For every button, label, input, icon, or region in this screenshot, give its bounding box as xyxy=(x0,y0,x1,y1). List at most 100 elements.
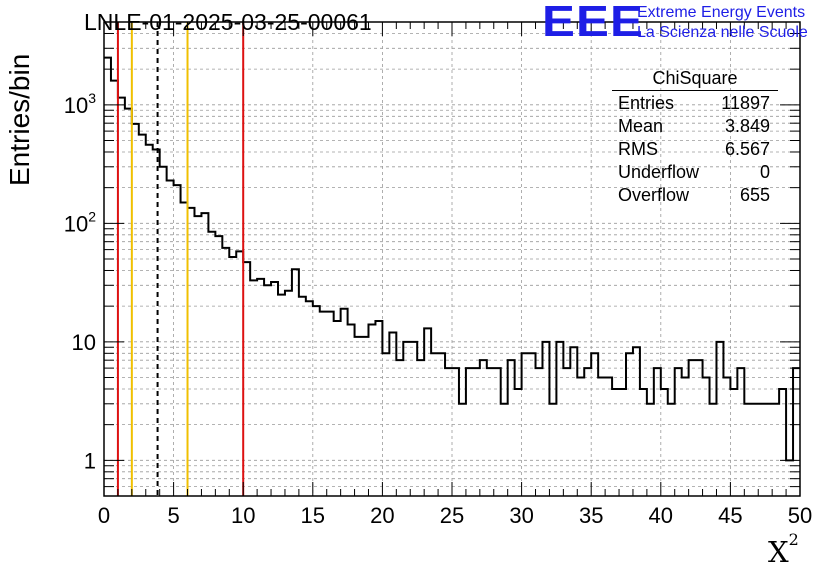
histogram-bin xyxy=(584,368,591,496)
y-tick-label-base: 1 xyxy=(84,448,96,473)
histogram-bin xyxy=(772,404,779,496)
histogram-bin xyxy=(779,389,786,496)
histogram-bin xyxy=(132,124,139,496)
histogram-bin xyxy=(466,368,473,496)
histogram-bin xyxy=(619,389,626,496)
stats-label: Overflow xyxy=(618,185,690,205)
histogram-bin xyxy=(146,145,153,496)
histogram-bin xyxy=(431,353,438,496)
histogram-bin xyxy=(111,81,118,496)
histogram-bin xyxy=(703,378,710,497)
x-tick-label: 15 xyxy=(301,503,325,528)
histogram-bin xyxy=(508,360,515,496)
histogram-bin xyxy=(438,353,445,496)
histogram-bin xyxy=(737,368,744,496)
stats-row-overflow: Overflow 655 xyxy=(612,184,778,207)
histogram-bin xyxy=(689,360,696,496)
histogram-bin xyxy=(181,202,188,496)
stats-value: 0 xyxy=(759,162,770,182)
histogram-bin xyxy=(167,180,174,496)
histogram-bin xyxy=(236,251,243,496)
y-tick-label-exponent: 2 xyxy=(88,208,96,224)
stats-value: 6.567 xyxy=(724,139,770,159)
histogram-bin xyxy=(730,389,737,496)
histogram-bin xyxy=(125,109,132,496)
histogram-bin xyxy=(563,368,570,496)
histogram-bin xyxy=(368,325,375,496)
histogram-bin xyxy=(494,368,501,496)
y-tick-label: 103 xyxy=(64,90,96,118)
x-tick-label: 35 xyxy=(579,503,603,528)
y-tick-label-exponent: 3 xyxy=(88,90,96,106)
histogram-bin xyxy=(696,360,703,496)
x-tick-label: 45 xyxy=(718,503,742,528)
stats-row-underflow: Underflow 0 xyxy=(612,161,778,184)
histogram-bin xyxy=(675,368,682,496)
logo-line-1: Extreme Energy Events xyxy=(637,4,806,21)
histogram-bin xyxy=(299,297,306,496)
histogram-bin xyxy=(682,378,689,497)
reference-lines xyxy=(116,22,245,496)
histogram-bin xyxy=(459,404,466,496)
histogram-bin xyxy=(160,167,167,496)
histogram-bin xyxy=(793,368,800,496)
histogram-bin xyxy=(549,404,556,496)
histogram-bin xyxy=(661,389,668,496)
histogram-bin xyxy=(424,328,431,496)
histogram-bin xyxy=(515,389,522,496)
histogram-bin xyxy=(215,236,222,496)
x-tick-label: 0 xyxy=(98,503,110,528)
stats-label: RMS xyxy=(618,139,658,159)
logo-line-2: La Scienza nelle Scuole xyxy=(637,24,808,41)
x-tick-label: 50 xyxy=(788,503,812,528)
stats-value: 655 xyxy=(739,185,770,205)
histogram-bin xyxy=(640,389,647,496)
histogram-bin xyxy=(362,337,369,496)
x-axis-label-base: X xyxy=(768,535,789,569)
histogram-bin xyxy=(194,216,201,496)
histogram-series xyxy=(104,56,800,462)
y-tick-label-base: 10 xyxy=(72,330,96,355)
histogram-bin xyxy=(487,368,494,496)
histogram-bin xyxy=(452,368,459,496)
histogram-bin xyxy=(710,404,717,496)
histogram-bin xyxy=(355,337,362,496)
histogram-bin xyxy=(271,282,278,496)
histogram-bin xyxy=(473,368,480,496)
eee-logo: EEE xyxy=(542,0,644,46)
histogram-bin xyxy=(188,208,195,496)
histogram-bin xyxy=(716,342,723,496)
histogram-bin xyxy=(522,353,529,496)
histogram-bin xyxy=(375,321,382,496)
stats-row-mean: Mean 3.849 xyxy=(612,115,778,138)
histogram-bin xyxy=(542,342,549,496)
histogram-bin xyxy=(529,353,536,496)
x-tick-label: 30 xyxy=(509,503,533,528)
histogram-bin xyxy=(285,291,292,496)
x-tick-label: 40 xyxy=(649,503,673,528)
histogram-bin xyxy=(751,404,758,496)
histogram-bin xyxy=(410,342,417,496)
histogram-bin xyxy=(334,321,341,496)
histogram-bin xyxy=(118,98,125,496)
histogram-bin xyxy=(292,269,299,496)
stats-row-rms: RMS 6.567 xyxy=(612,138,778,161)
x-axis-label-sup: 2 xyxy=(788,530,799,550)
histogram-bin xyxy=(445,368,452,496)
y-tick-label: 102 xyxy=(64,208,96,236)
histogram-bin xyxy=(647,404,654,496)
stats-row-entries: Entries 11897 xyxy=(612,92,778,115)
histogram-bin xyxy=(341,309,348,496)
grid xyxy=(104,21,800,497)
histogram-bin xyxy=(320,312,327,496)
histogram-bin xyxy=(264,285,271,496)
histogram-bin xyxy=(403,342,410,496)
stats-label: Underflow xyxy=(618,162,700,182)
histogram-bin xyxy=(243,262,250,496)
histogram-bin xyxy=(605,378,612,497)
x-tick-label: 25 xyxy=(440,503,464,528)
histogram-bin xyxy=(201,213,208,496)
x-axis-label: X2 xyxy=(768,530,799,569)
